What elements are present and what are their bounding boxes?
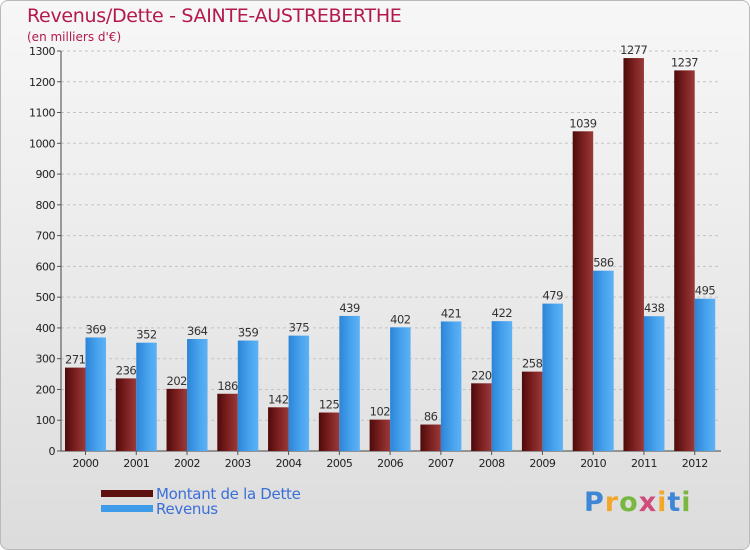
data-label: 439 [339,301,360,315]
x-tick-label: 2009 [529,457,555,470]
legend-swatch-dette [101,490,153,497]
y-tick-label: 0 [49,445,56,458]
bar-revenus [694,298,716,451]
y-tick-label: 1200 [29,76,55,89]
x-tick-label: 2012 [682,457,708,470]
bar-revenus [288,335,310,451]
data-label: 125 [319,398,340,412]
logo-letter: i [657,487,668,518]
data-label: 375 [289,321,310,335]
data-label: 1237 [671,55,698,69]
data-label: 359 [238,326,259,340]
data-label: 142 [268,392,289,406]
y-axis-unit-label: (en milliers d'€) [27,30,122,44]
bar-revenus [390,327,411,451]
bar-dette [318,412,340,451]
bar-revenus [491,321,513,451]
bar-revenus [593,270,614,451]
x-tick-label: 2002 [174,457,200,470]
data-label: 364 [187,324,208,338]
legend-item-revenus: Revenus [101,499,301,518]
data-label: 369 [86,322,107,336]
x-tick-label: 2004 [276,457,302,470]
logo-letter: o [619,487,639,518]
bar-dette [623,58,644,451]
x-tick-label: 2003 [225,457,251,470]
bar-dette [65,367,86,451]
x-tick-label: 2006 [377,457,403,470]
legend-label-revenus: Revenus [156,499,218,518]
chart-legend: Montant de la Dette Revenus [101,484,301,518]
y-tick-label: 900 [36,168,56,181]
x-tick-label: 2005 [326,457,352,470]
y-tick-label: 500 [36,291,56,304]
y-tick-label: 400 [36,322,56,335]
bar-revenus [187,339,208,451]
x-tick-label: 2008 [479,457,505,470]
data-label: 422 [492,306,513,320]
data-label: 352 [136,328,157,342]
y-tick-label: 100 [36,414,56,427]
data-label: 86 [424,410,438,424]
bar-revenus [643,316,665,451]
proxiti-logo: Proxiti [584,487,692,518]
bar-dette [369,419,391,451]
bar-dette [217,393,238,451]
y-tick-label: 300 [36,353,56,366]
y-tick-label: 1000 [29,137,55,150]
y-tick-label: 800 [36,199,56,212]
y-tick-label: 600 [36,260,56,273]
data-label: 236 [116,363,137,377]
legend-swatch-revenus [101,505,153,512]
logo-letter: r [604,487,620,518]
bar-dette [521,371,543,451]
logo-letter: x [638,487,658,518]
data-label: 258 [522,357,543,371]
data-label: 479 [542,289,563,303]
data-label: 1039 [569,116,596,130]
data-label: 102 [370,405,391,419]
data-label: 202 [167,374,188,388]
data-label: 220 [471,368,492,382]
bar-revenus [440,321,462,451]
bar-revenus [542,303,563,451]
logo-letter: t [667,487,682,518]
y-tick-label: 200 [36,383,56,396]
data-label: 1277 [620,43,647,57]
bar-dette [166,388,188,451]
logo-letter: P [584,487,605,518]
bar-dette [268,407,289,451]
x-tick-label: 2007 [428,457,454,470]
x-tick-label: 2000 [73,457,99,470]
legend-label-dette: Montant de la Dette [156,484,301,503]
data-label: 495 [695,284,716,298]
bar-dette [471,383,492,451]
data-label: 402 [390,312,411,326]
bar-revenus [136,342,157,451]
data-label: 271 [65,353,86,367]
y-tick-label: 700 [36,230,56,243]
x-tick-label: 2001 [123,457,149,470]
x-tick-label: 2011 [631,457,657,470]
bar-revenus [85,337,106,451]
bar-dette [115,378,137,451]
y-tick-label: 1100 [29,107,55,120]
bar-dette [420,424,441,451]
bar-revenus [237,340,259,451]
chart-title: Revenus/Dette - SAINTE-AUSTREBERTHE [27,5,402,27]
legend-item-dette: Montant de la Dette [101,484,301,503]
data-label: 421 [441,306,462,320]
bar-dette [674,70,695,451]
data-label: 438 [644,301,665,315]
x-tick-label: 2010 [580,457,606,470]
data-label: 186 [217,379,238,393]
bar-dette [572,131,594,452]
y-tick-label: 1300 [29,45,55,58]
bar-revenus [339,315,360,451]
logo-letter: i [681,487,692,518]
data-label: 586 [593,256,614,270]
